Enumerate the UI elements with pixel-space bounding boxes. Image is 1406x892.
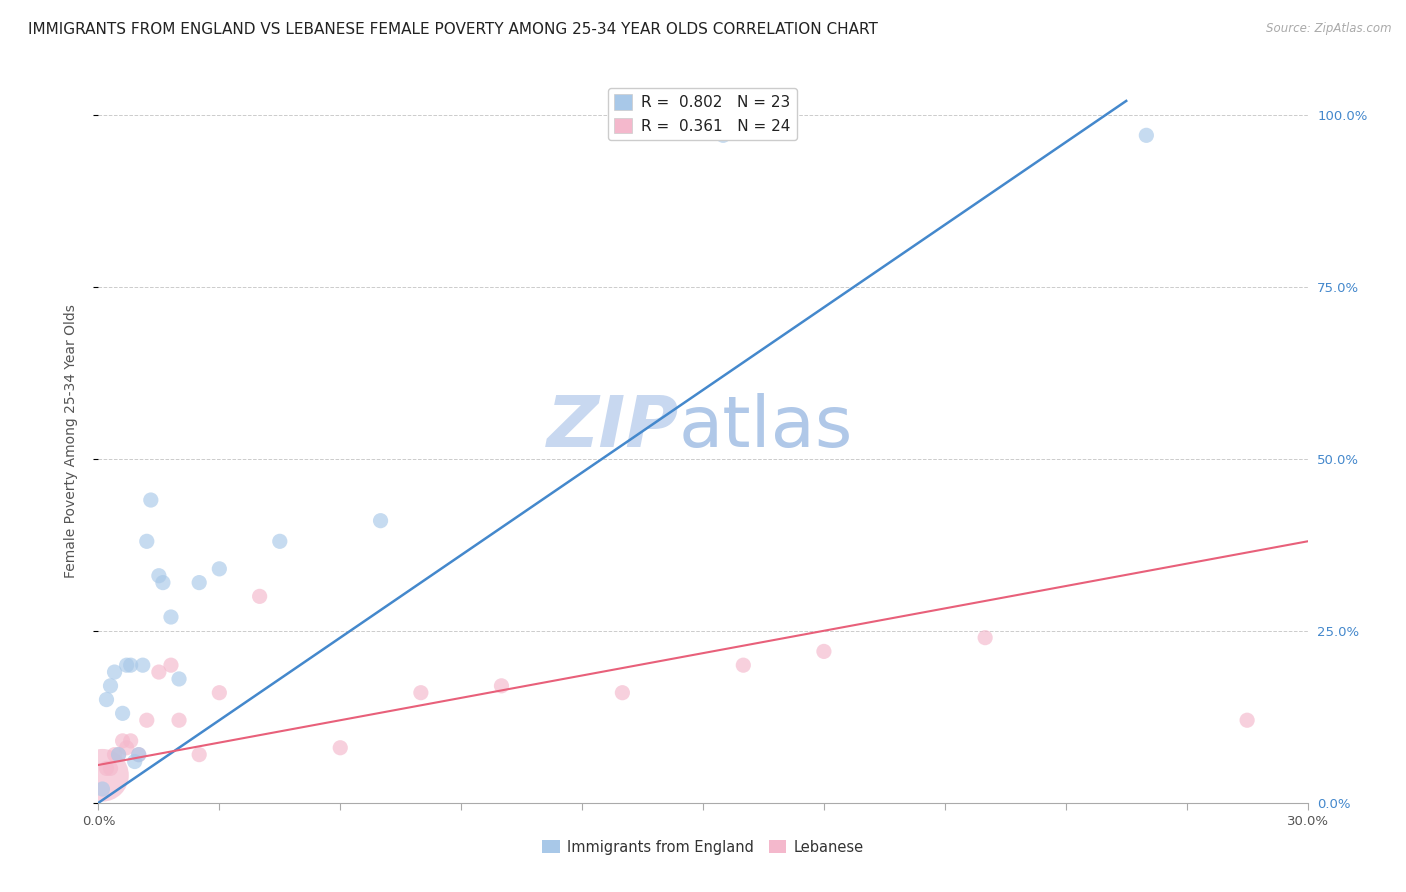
- Point: [152, 575, 174, 590]
- Point: [167, 713, 190, 727]
- Point: [1236, 713, 1258, 727]
- Point: [132, 658, 155, 673]
- Point: [974, 631, 997, 645]
- Text: ZIP: ZIP: [547, 392, 679, 461]
- Point: [111, 734, 134, 748]
- Point: [188, 575, 211, 590]
- Point: [612, 686, 634, 700]
- Point: [135, 713, 157, 727]
- Text: IMMIGRANTS FROM ENGLAND VS LEBANESE FEMALE POVERTY AMONG 25-34 YEAR OLDS CORRELA: IMMIGRANTS FROM ENGLAND VS LEBANESE FEMA…: [28, 22, 877, 37]
- Point: [733, 658, 755, 673]
- Point: [711, 128, 734, 143]
- Point: [1135, 128, 1157, 143]
- Point: [160, 658, 183, 673]
- Point: [91, 768, 114, 782]
- Point: [128, 747, 150, 762]
- Legend: Immigrants from England, Lebanese: Immigrants from England, Lebanese: [537, 834, 869, 861]
- Point: [135, 534, 157, 549]
- Point: [96, 692, 118, 706]
- Point: [269, 534, 291, 549]
- Point: [107, 747, 129, 762]
- Point: [813, 644, 835, 658]
- Point: [148, 665, 170, 679]
- Text: Source: ZipAtlas.com: Source: ZipAtlas.com: [1267, 22, 1392, 36]
- Point: [120, 658, 142, 673]
- Y-axis label: Female Poverty Among 25-34 Year Olds: Female Poverty Among 25-34 Year Olds: [63, 304, 77, 579]
- Point: [208, 562, 231, 576]
- Point: [329, 740, 352, 755]
- Point: [409, 686, 432, 700]
- Point: [115, 658, 138, 673]
- Point: [96, 761, 118, 775]
- Point: [107, 747, 129, 762]
- Point: [139, 493, 162, 508]
- Point: [188, 747, 211, 762]
- Point: [100, 761, 122, 775]
- Point: [148, 568, 170, 582]
- Point: [208, 686, 231, 700]
- Point: [103, 747, 125, 762]
- Point: [370, 514, 392, 528]
- Point: [160, 610, 183, 624]
- Point: [128, 747, 150, 762]
- Point: [103, 665, 125, 679]
- Point: [249, 590, 271, 604]
- Point: [100, 679, 122, 693]
- Text: atlas: atlas: [679, 392, 853, 461]
- Point: [91, 782, 114, 797]
- Point: [124, 755, 146, 769]
- Point: [167, 672, 190, 686]
- Point: [491, 679, 513, 693]
- Point: [120, 734, 142, 748]
- Point: [111, 706, 134, 721]
- Point: [115, 740, 138, 755]
